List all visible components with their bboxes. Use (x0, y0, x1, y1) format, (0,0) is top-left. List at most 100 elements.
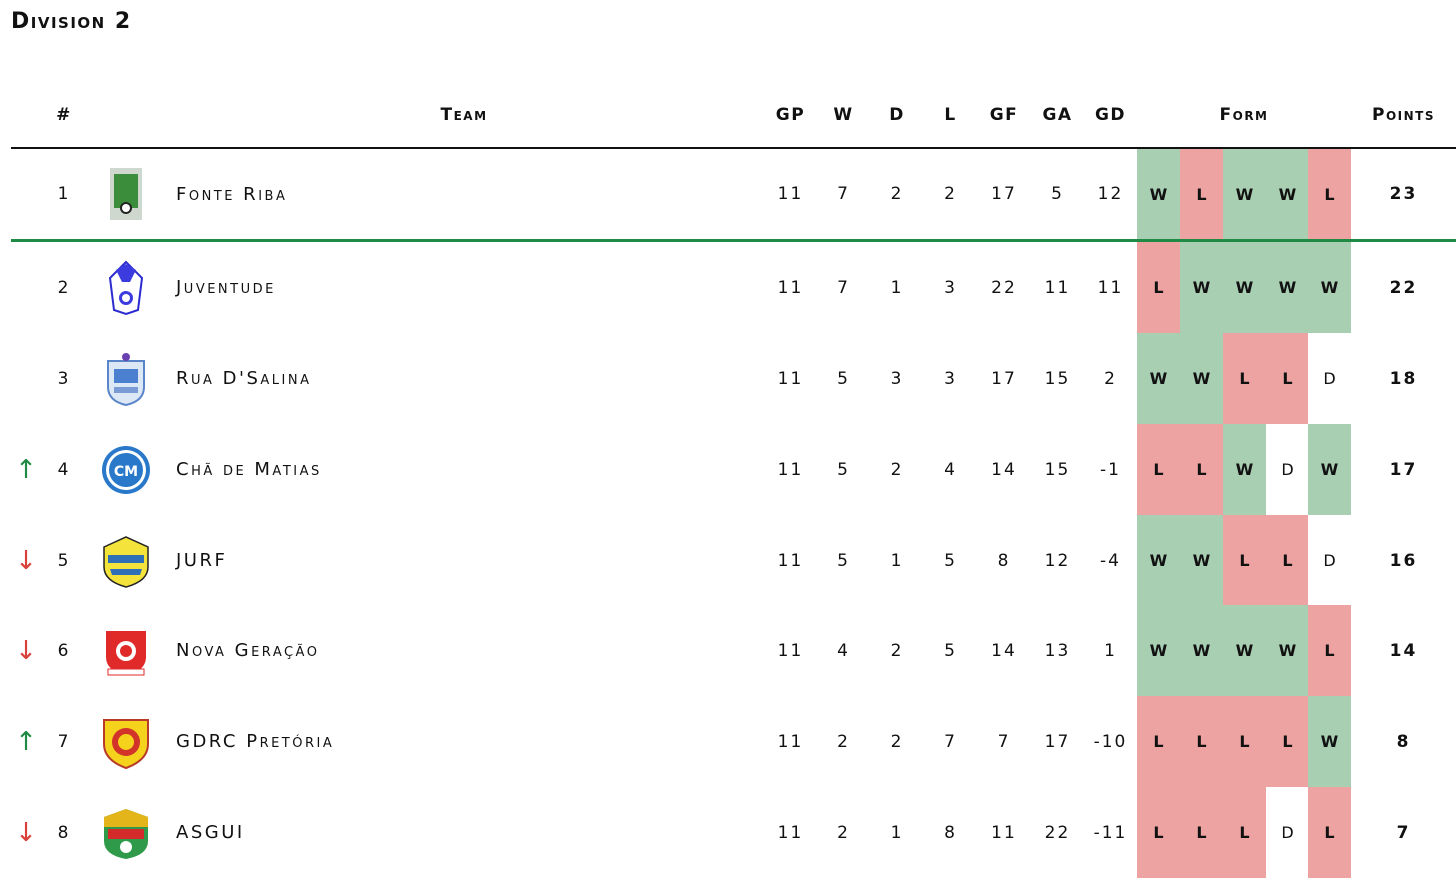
team-name[interactable]: Juventude (176, 277, 276, 298)
form-result-1: L (1137, 696, 1180, 787)
points-cell: 14 (1389, 640, 1418, 661)
form-result-1: L (1137, 787, 1180, 878)
form-result-1: L (1137, 424, 1180, 515)
form-result-4: D (1266, 787, 1309, 878)
form-result-2: W (1180, 605, 1223, 696)
movement-none (10, 149, 44, 239)
header-team: Team (440, 105, 488, 125)
movement-down-icon: ↓ (15, 545, 39, 576)
form-result-2: W (1180, 333, 1223, 424)
gf-cell: 14 (991, 640, 1017, 661)
movement-none (10, 333, 44, 424)
team-name[interactable]: GDRC Pretória (176, 731, 335, 752)
gp-cell: 11 (777, 550, 804, 571)
l-cell: 4 (944, 459, 957, 480)
form-result-5: W (1308, 696, 1351, 787)
form-result-3: W (1223, 605, 1266, 696)
points-cell: 18 (1389, 368, 1418, 389)
page-title: Division 2 (11, 9, 132, 34)
form-result-1: W (1137, 605, 1180, 696)
form-result-5: W (1308, 424, 1351, 515)
form-result-3: W (1223, 424, 1266, 515)
rank-cell: 3 (57, 368, 71, 389)
team-name[interactable]: Nova Geração (176, 640, 320, 661)
d-cell: 2 (890, 731, 904, 752)
gd-cell: -11 (1093, 822, 1128, 843)
w-cell: 5 (837, 550, 850, 571)
form-result-4: L (1266, 515, 1309, 606)
rank-cell: 7 (57, 731, 71, 752)
team-name[interactable]: Fonte Riba (176, 183, 288, 205)
team-name[interactable]: Rua D'Salina (176, 368, 312, 389)
form-result-4: L (1266, 696, 1309, 787)
table-row: ↓ 5 JURF 11 5 1 5 8 12 -4 W W L L D 16 (0, 515, 1456, 606)
asgui-logo-icon (100, 805, 152, 861)
gd-cell: 11 (1097, 277, 1124, 298)
header-points: Points (1372, 105, 1435, 125)
svg-text:CM: CM (114, 464, 138, 480)
team-name[interactable]: Chã de Matias (176, 459, 322, 480)
gf-cell: 8 (997, 550, 1011, 571)
rank-cell: 1 (57, 184, 71, 204)
ga-cell: 12 (1044, 550, 1071, 571)
form-result-2: L (1180, 149, 1223, 239)
juventude-logo-icon (100, 260, 152, 316)
form-result-1: W (1137, 333, 1180, 424)
ga-cell: 15 (1044, 459, 1071, 480)
gd-cell: -1 (1100, 459, 1121, 480)
cha-de-matias-logo-icon: CM (100, 442, 152, 498)
nova-geracao-logo-icon (100, 623, 152, 679)
form-result-2: W (1180, 242, 1223, 333)
form-result-4: W (1266, 149, 1309, 239)
gp-cell: 11 (777, 184, 804, 204)
points-cell: 8 (1396, 731, 1411, 752)
gf-cell: 11 (991, 822, 1017, 843)
form-result-5: L (1308, 149, 1351, 239)
gf-cell: 17 (991, 368, 1017, 389)
form-result-2: L (1180, 424, 1223, 515)
form-result-2: W (1180, 515, 1223, 606)
gp-cell: 11 (777, 277, 804, 298)
points-cell: 7 (1396, 822, 1411, 843)
l-cell: 3 (944, 277, 957, 298)
movement-up-icon: ↑ (15, 726, 39, 757)
points-cell: 17 (1389, 459, 1418, 480)
header-w: W (833, 105, 854, 125)
w-cell: 7 (837, 277, 850, 298)
l-cell: 2 (944, 184, 957, 204)
d-cell: 2 (890, 459, 904, 480)
w-cell: 7 (837, 184, 850, 204)
form-result-1: W (1137, 149, 1180, 239)
team-name[interactable]: ASGUI (176, 822, 245, 843)
gf-cell: 17 (991, 184, 1017, 204)
form-result-1: W (1137, 515, 1180, 606)
form-result-5: D (1308, 333, 1351, 424)
d-cell: 2 (890, 184, 904, 204)
table-row: 2 Juventude 11 7 1 3 22 11 11 L W W W W 22 (0, 242, 1456, 333)
header-d: D (889, 105, 905, 125)
d-cell: 2 (890, 640, 904, 661)
fonte-riba-logo-icon (100, 166, 152, 222)
movement-none (10, 242, 44, 333)
form-result-2: L (1180, 787, 1223, 878)
header-l: L (944, 105, 957, 125)
d-cell: 3 (890, 368, 904, 389)
team-name[interactable]: JURF (176, 550, 228, 571)
gdrc-pretoria-logo-icon (100, 714, 152, 770)
movement-down-icon: ↓ (15, 635, 39, 666)
w-cell: 4 (837, 640, 850, 661)
points-cell: 16 (1389, 550, 1418, 571)
form-result-5: D (1308, 515, 1351, 606)
form-result-4: D (1266, 424, 1309, 515)
form-result-3: W (1223, 149, 1266, 239)
gd-cell: 2 (1104, 368, 1117, 389)
form-result-3: L (1223, 787, 1266, 878)
ga-cell: 22 (1044, 822, 1071, 843)
header-divider (11, 147, 1456, 149)
gp-cell: 11 (777, 640, 804, 661)
w-cell: 5 (837, 459, 850, 480)
table-row: 3 Rua D'Salina 11 5 3 3 17 15 2 W W L L D 18 (0, 333, 1456, 424)
form-result-5: L (1308, 787, 1351, 878)
gf-cell: 7 (997, 731, 1011, 752)
form-result-4: L (1266, 333, 1309, 424)
